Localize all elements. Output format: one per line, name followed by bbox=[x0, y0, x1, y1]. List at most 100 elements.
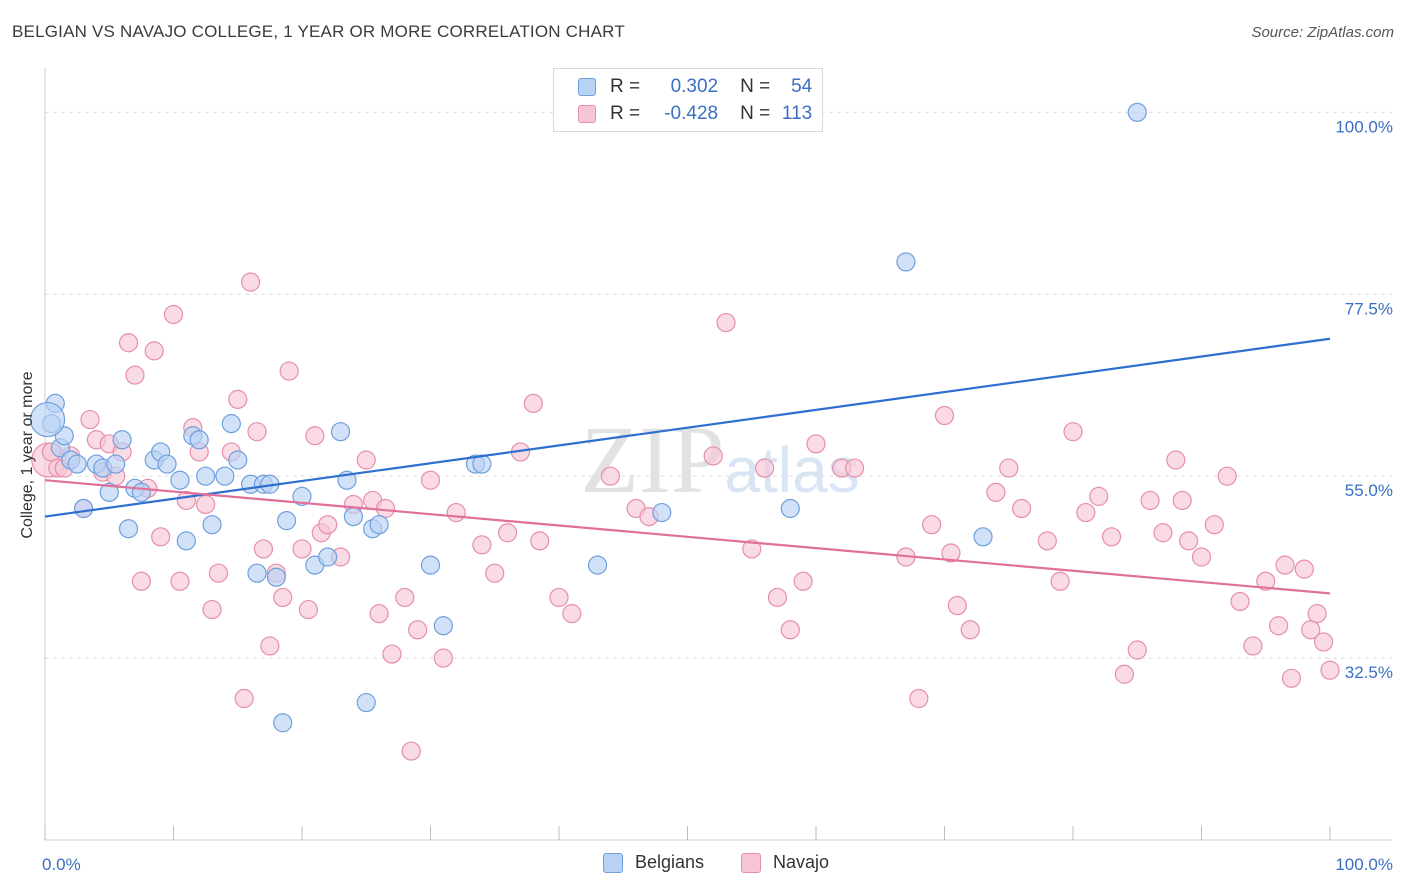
belgians-point bbox=[29, 401, 66, 438]
y-tick-label: 55.0% bbox=[1345, 481, 1393, 500]
legend-label-navajo: Navajo bbox=[773, 852, 830, 872]
navajo-point bbox=[401, 741, 421, 761]
navajo-point bbox=[253, 539, 274, 559]
navajo-point bbox=[960, 620, 980, 640]
legend-n-label: N = bbox=[740, 76, 771, 97]
navajo-point bbox=[1172, 490, 1192, 511]
belgians-point bbox=[221, 414, 241, 434]
belgians-points bbox=[29, 102, 1147, 733]
belgians-point bbox=[112, 430, 132, 450]
belgians-point bbox=[433, 616, 453, 636]
belgians-point bbox=[228, 450, 248, 470]
belgians-point bbox=[652, 502, 672, 523]
navajo-point bbox=[754, 458, 775, 478]
navajo-point bbox=[247, 422, 267, 442]
navajo-point bbox=[703, 446, 723, 466]
navajo-point bbox=[356, 450, 376, 470]
navajo-point bbox=[1230, 591, 1250, 612]
navajo-point bbox=[1063, 422, 1083, 442]
belgians-point bbox=[157, 454, 177, 474]
navajo-point bbox=[196, 494, 216, 515]
belgians-point bbox=[1127, 102, 1147, 122]
legend-swatch-belgians bbox=[603, 852, 623, 873]
navajo-point bbox=[922, 515, 942, 535]
belgians-point bbox=[99, 482, 119, 502]
navajo-point bbox=[909, 688, 929, 709]
navajo-point bbox=[1268, 616, 1289, 636]
navajo-point bbox=[780, 620, 800, 640]
navajo-point bbox=[549, 587, 569, 608]
navajo-point bbox=[446, 502, 466, 523]
belgians-point bbox=[73, 498, 94, 519]
navajo-point bbox=[1307, 604, 1327, 624]
navajo-point bbox=[1320, 660, 1340, 680]
navajo-point bbox=[382, 644, 402, 664]
navajo-point bbox=[170, 571, 190, 591]
belgians-point bbox=[973, 527, 993, 547]
legend-n-label: N = bbox=[740, 103, 771, 124]
navajo-point bbox=[498, 523, 518, 543]
navajo-point bbox=[1114, 664, 1135, 684]
navajo-point bbox=[1294, 559, 1314, 579]
navajo-point bbox=[1153, 523, 1173, 543]
navajo-point bbox=[273, 587, 293, 608]
legend-r-value: -0.428 bbox=[664, 103, 719, 124]
navajo-point bbox=[151, 527, 171, 547]
belgians-point bbox=[170, 470, 190, 490]
belgians-point bbox=[318, 547, 338, 567]
navajo-point bbox=[1281, 668, 1302, 688]
belgians-point bbox=[189, 430, 209, 450]
navajo-point bbox=[208, 563, 229, 583]
navajo-point bbox=[131, 571, 151, 591]
navajo-point bbox=[1256, 571, 1276, 591]
navajo-point bbox=[260, 636, 280, 656]
navajo-point bbox=[530, 531, 550, 551]
belgians-point bbox=[67, 454, 87, 474]
navajo-point bbox=[433, 648, 453, 668]
y-tick-label: 77.5% bbox=[1345, 299, 1393, 318]
belgians-point bbox=[118, 519, 139, 539]
navajo-point bbox=[369, 604, 389, 624]
navajo-point bbox=[1313, 632, 1334, 652]
y-tick-label: 100.0% bbox=[1335, 117, 1393, 136]
tick-labels: 32.5% 55.0% 77.5% 100.0% 0.0% 100.0% bbox=[42, 117, 1393, 874]
navajo-point bbox=[562, 604, 582, 624]
belgians-point bbox=[420, 555, 441, 575]
navajo-point bbox=[1179, 531, 1199, 551]
belgians-point bbox=[247, 563, 267, 583]
legend-swatch-navajo bbox=[741, 852, 761, 873]
belgians-point bbox=[369, 515, 389, 535]
navajo-point bbox=[118, 333, 139, 353]
legend-row-navajo: R = -0.428 N = 113 bbox=[578, 101, 812, 127]
navajo-point bbox=[1101, 527, 1122, 547]
navajo-point bbox=[1243, 636, 1263, 656]
gridlines bbox=[45, 111, 1392, 659]
legend-item-navajo[interactable]: Navajo bbox=[741, 852, 829, 873]
belgians-point bbox=[202, 515, 222, 535]
y-axis-label: College, 1 year or more bbox=[19, 371, 36, 539]
legend-r-label: R = bbox=[610, 103, 641, 124]
belgians-point bbox=[266, 567, 286, 587]
navajo-point bbox=[375, 498, 396, 519]
navajo-point bbox=[472, 535, 492, 555]
navajo-point bbox=[986, 482, 1006, 502]
navajo-point bbox=[947, 595, 967, 616]
navajo-point bbox=[420, 470, 441, 490]
navajo-trend-line bbox=[44, 479, 1331, 595]
legend-item-belgians[interactable]: Belgians bbox=[603, 852, 704, 873]
belgians-point bbox=[330, 422, 351, 442]
navajo-point bbox=[999, 458, 1019, 478]
navajo-point bbox=[1166, 450, 1186, 470]
belgians-point bbox=[276, 511, 297, 531]
belgians-point bbox=[896, 252, 916, 272]
navajo-point bbox=[1011, 498, 1032, 519]
legend-swatch-blue bbox=[578, 78, 596, 96]
navajo-points bbox=[31, 272, 1340, 761]
navajo-point bbox=[806, 434, 826, 454]
navajo-point bbox=[742, 539, 762, 559]
belgians-point bbox=[292, 486, 312, 506]
belgians-point bbox=[131, 482, 151, 502]
navajo-point bbox=[125, 365, 145, 385]
navajo-point bbox=[305, 426, 325, 446]
